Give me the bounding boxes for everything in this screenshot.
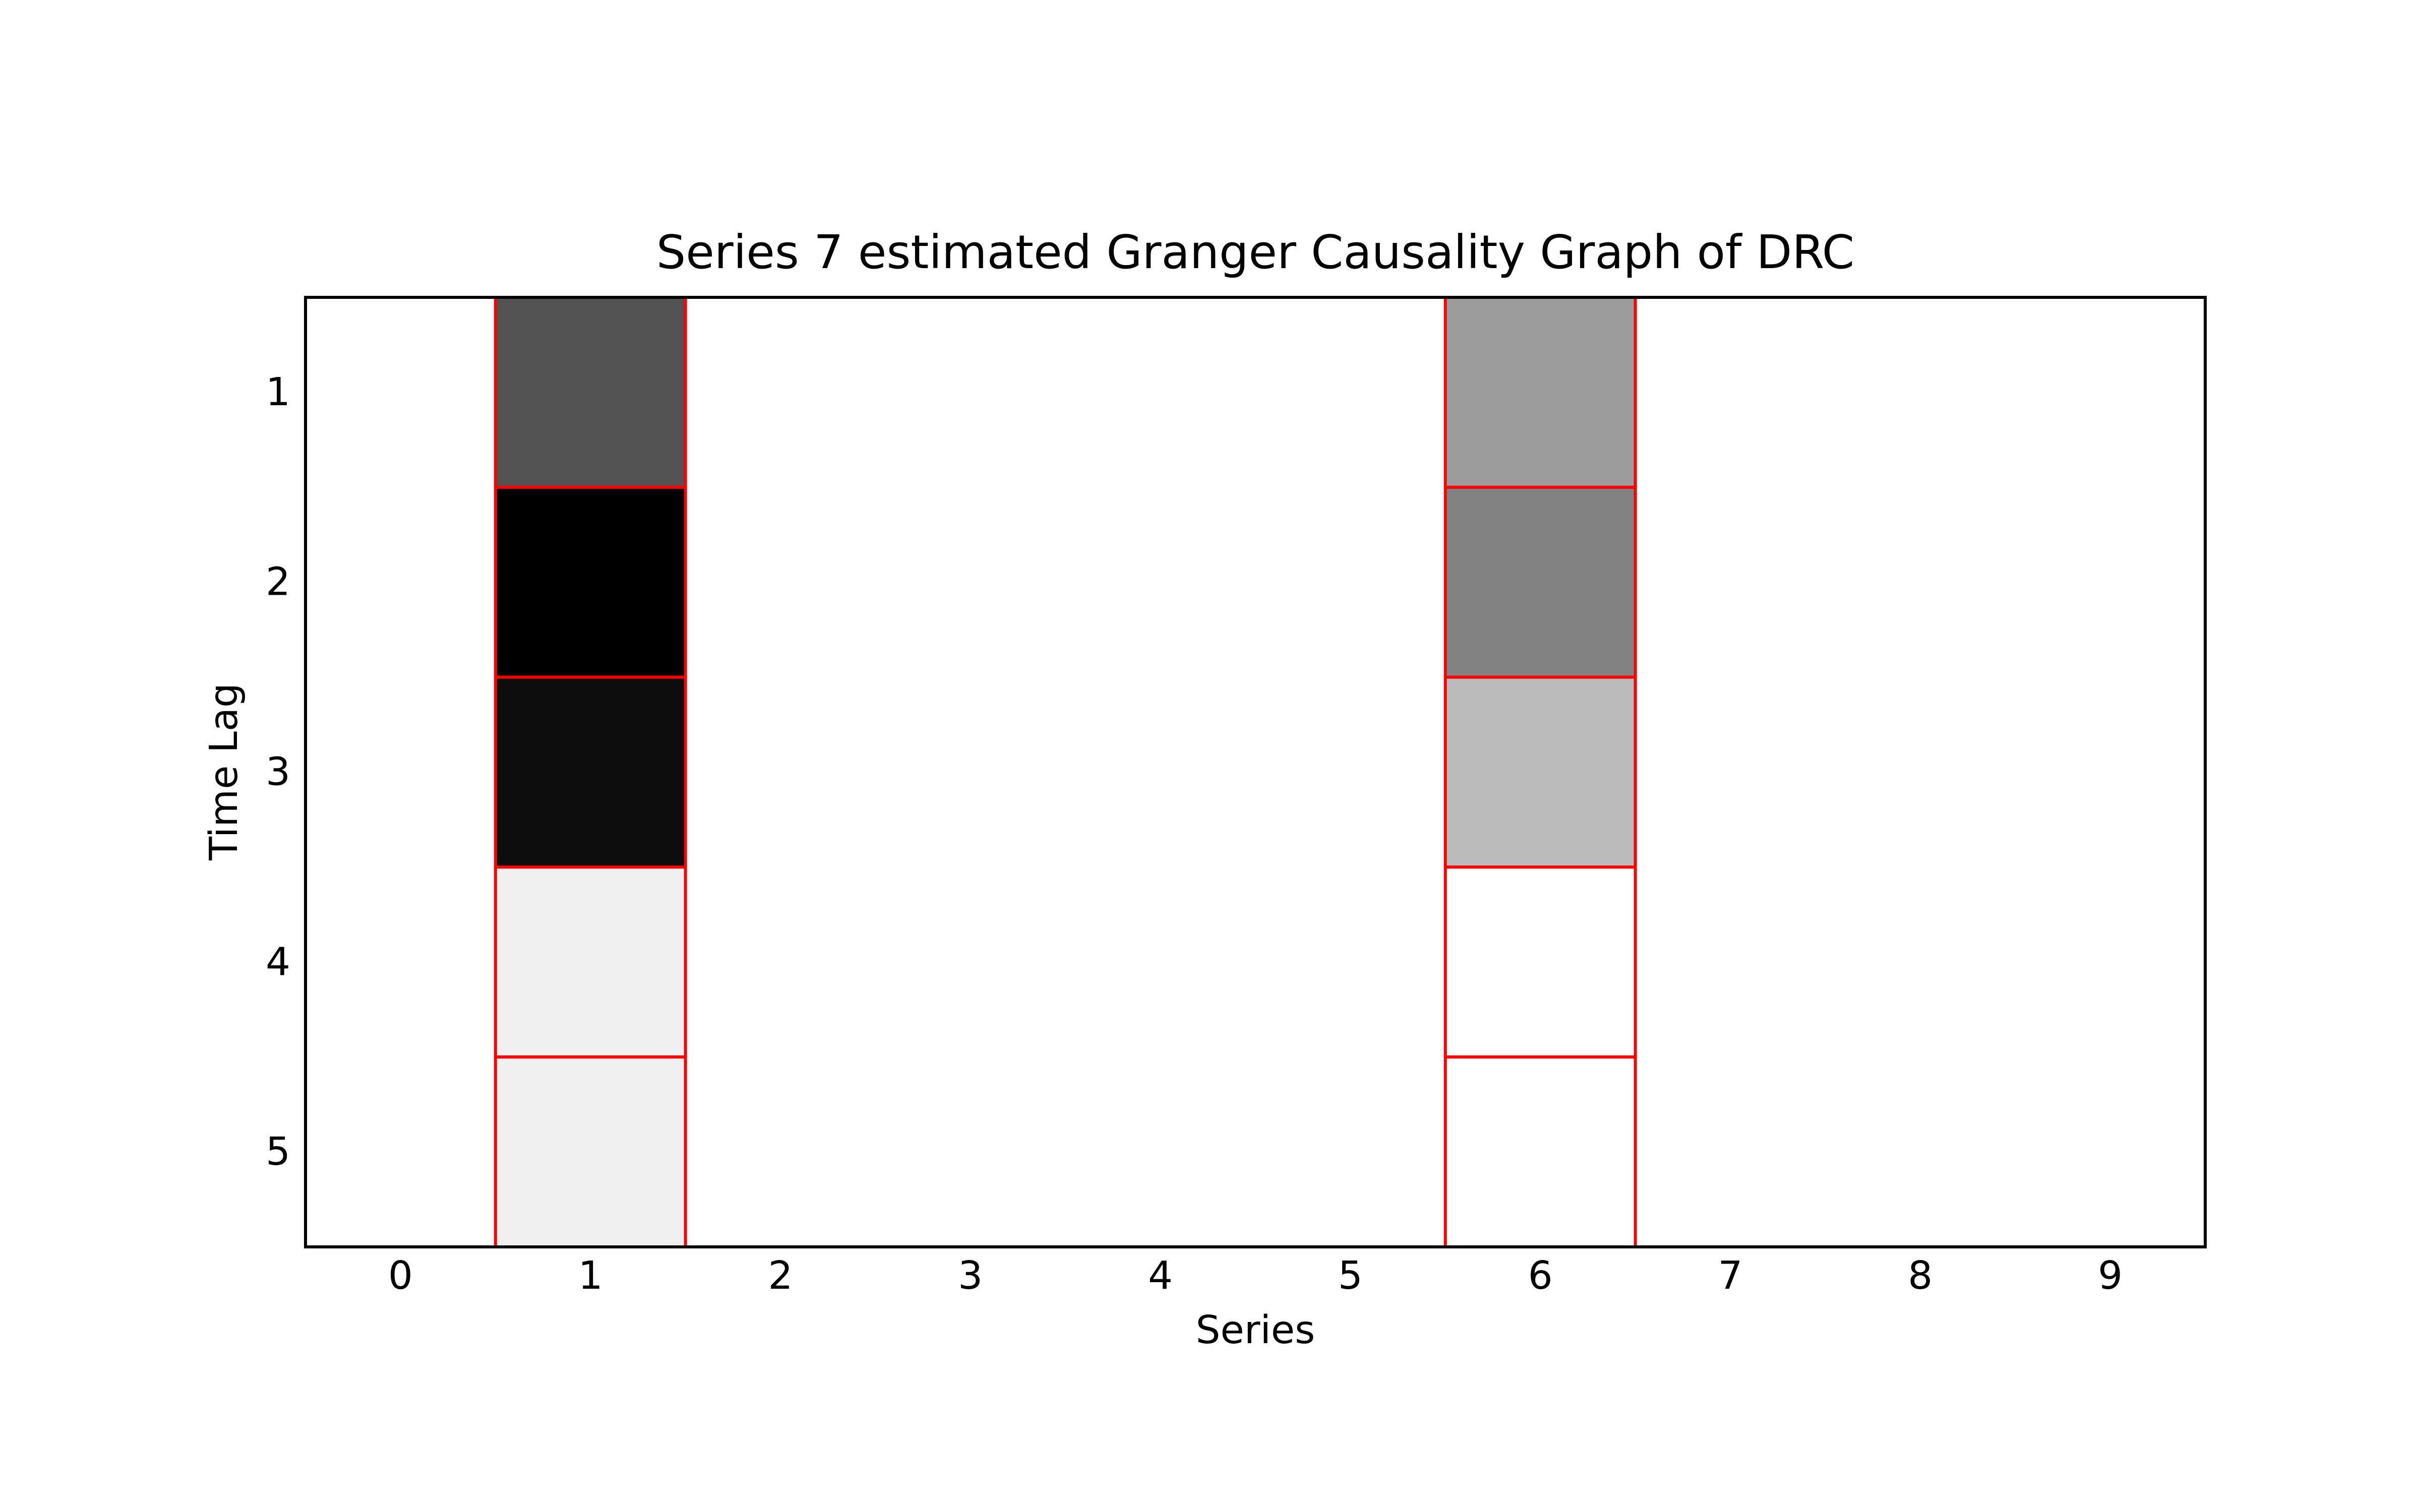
x-tick-label: 1: [578, 1253, 603, 1298]
y-tick-label: 1: [266, 370, 290, 415]
highlight-boxes: [494, 296, 1637, 1248]
heatmap-cell: [685, 867, 876, 1057]
heatmap-cell: [2015, 297, 2206, 488]
heatmap-cell: [306, 297, 496, 488]
heatmap-cell: [875, 487, 1066, 678]
x-tick-label: 9: [2098, 1253, 2123, 1298]
heatmap-cell: [1825, 677, 2016, 867]
heatmap-cell: [1255, 297, 1446, 488]
heatmap-cell: [685, 677, 876, 867]
heatmap-cell: [2015, 867, 2206, 1057]
heatmap-cell: [1255, 487, 1446, 678]
heatmap-cell: [1825, 1057, 2016, 1247]
y-axis-label: Time Lag: [202, 683, 247, 861]
heatmap-cell: [1445, 297, 1636, 488]
heatmap-cell: [1065, 297, 1256, 488]
heatmap-cell: [495, 1057, 686, 1247]
heatmap-cell: [1255, 677, 1446, 867]
heatmap-cell: [685, 297, 876, 488]
x-tick-label: 0: [388, 1253, 413, 1298]
heatmap-cell: [1635, 867, 1826, 1057]
heatmap-cell: [1825, 297, 2016, 488]
heatmap-cell: [1065, 677, 1256, 867]
heatmap-cell: [1445, 867, 1636, 1057]
heatmap-cell: [685, 1057, 876, 1247]
heatmap-cell: [1825, 867, 2016, 1057]
y-tick-label: 3: [266, 750, 290, 795]
heatmap-cell: [1445, 487, 1636, 678]
heatmap-cell: [1065, 487, 1256, 678]
heatmap-cell: [306, 677, 496, 867]
heatmap-cell: [875, 1057, 1066, 1247]
x-tick-label: 8: [1908, 1253, 1932, 1298]
heatmap-cell: [2015, 487, 2206, 678]
heatmap-cell: [306, 867, 496, 1057]
y-axis-ticks: 1 2 3 4 5: [266, 370, 290, 1174]
heatmap-cell: [1825, 487, 2016, 678]
heatmap-cell: [1065, 867, 1256, 1057]
plot-frame: [304, 296, 2207, 1248]
x-tick-label: 4: [1148, 1253, 1173, 1298]
heatmap-cell: [2015, 1057, 2206, 1247]
heatmap-cell: [1255, 867, 1446, 1057]
heatmap-cell: [875, 677, 1066, 867]
x-axis-label: Series: [1196, 1308, 1315, 1353]
heatmap-cell: [306, 1057, 496, 1247]
heatmap-cell: [495, 677, 686, 867]
chart-title: Series 7 estimated Granger Causality Gra…: [656, 225, 1854, 279]
heatmap-cell: [306, 487, 496, 678]
x-axis-ticks: 0 1 2 3 4 5 6 7 8 9: [388, 1253, 2123, 1298]
y-tick-label: 4: [266, 939, 290, 984]
heatmap-cell: [1255, 1057, 1446, 1247]
heatmap-cell: [1445, 677, 1636, 867]
x-tick-label: 5: [1338, 1253, 1363, 1298]
x-tick-label: 2: [768, 1253, 793, 1298]
heatmap-cell: [1635, 487, 1826, 678]
x-tick-label: 7: [1718, 1253, 1743, 1298]
y-tick-label: 5: [266, 1129, 290, 1174]
heatmap-cell: [1635, 1057, 1826, 1247]
x-tick-label: 6: [1528, 1253, 1553, 1298]
heatmap-cell: [1445, 1057, 1636, 1247]
heatmap-cell: [1635, 297, 1826, 488]
heatmap-cell: [1065, 1057, 1256, 1247]
heatmap-cell: [495, 487, 686, 678]
heatmap-cell: [875, 297, 1066, 488]
heatmap-cells: [306, 297, 2206, 1247]
x-tick-label: 3: [958, 1253, 983, 1298]
y-tick-label: 2: [266, 560, 290, 605]
heatmap-cell: [875, 867, 1066, 1057]
heatmap-cell: [1635, 677, 1826, 867]
heatmap-cell: [495, 297, 686, 488]
heatmap-cell: [2015, 677, 2206, 867]
heatmap-cell: [685, 487, 876, 678]
heatmap-cell: [495, 867, 686, 1057]
